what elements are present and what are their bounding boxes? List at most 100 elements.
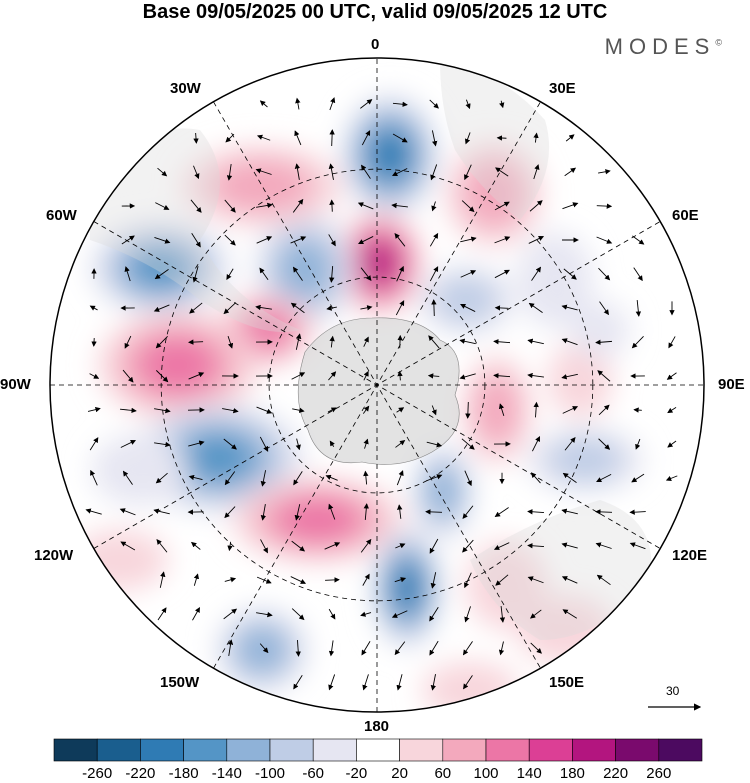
colorbar-tick-label: 20 (391, 765, 408, 782)
wind-vector (362, 573, 370, 586)
wind-vector (154, 441, 171, 448)
wind-vector (223, 302, 237, 315)
wind-vector (256, 576, 272, 584)
wind-vector (667, 406, 677, 414)
wind-vector (562, 472, 577, 483)
anomaly-contour-fill (279, 240, 331, 300)
wind-vector (599, 301, 609, 316)
anomaly-center (466, 541, 546, 629)
wind-vector (292, 198, 304, 213)
wind-vector (225, 133, 235, 143)
wind-vector (633, 407, 642, 413)
wind-vector (532, 436, 540, 452)
wind-vector (635, 438, 641, 450)
wind-vector (598, 267, 611, 281)
wind-vector (465, 401, 471, 419)
wind-vector (392, 133, 408, 143)
wind-vector (430, 674, 436, 691)
wind-vector (358, 236, 374, 244)
wind-vector (462, 539, 474, 553)
wind-vector (363, 438, 369, 449)
wind-vector (328, 640, 335, 657)
wind-vector (224, 471, 236, 486)
wind-vector (223, 608, 238, 620)
wind-vector (157, 167, 168, 177)
wind-vector (256, 134, 271, 141)
wind-vector (119, 407, 137, 414)
wind-vector (360, 305, 373, 311)
wind-vector (667, 440, 677, 448)
anomaly-center (373, 528, 441, 648)
wind-vector (256, 236, 273, 244)
wind-vector (193, 165, 200, 180)
wind-vector (222, 407, 239, 414)
wind-vector (256, 611, 273, 618)
wind-vector (295, 333, 302, 350)
wind-vector (494, 269, 510, 279)
wind-vector (462, 505, 474, 519)
anomaly-center (342, 95, 438, 215)
wind-vector (529, 609, 542, 619)
wind-vector (192, 266, 199, 283)
lon-label-30e: 30E (549, 80, 576, 97)
wind-vector (426, 474, 443, 482)
wind-vector (464, 470, 472, 487)
colorbar-tick-label: -180 (168, 765, 199, 782)
wind-vector (191, 233, 201, 248)
wind-vector (259, 643, 269, 654)
wind-vector (530, 472, 541, 484)
wind-vector (461, 438, 475, 450)
colorbar-segment (572, 738, 616, 762)
lon-label-150w: 150W (160, 674, 200, 691)
wind-vector (425, 509, 443, 515)
anomaly-contour-fill (425, 466, 461, 518)
wind-vector (529, 200, 543, 212)
wind-vector (357, 202, 374, 210)
lon-label-90w: 90W (0, 376, 31, 393)
colorbar-tick-label: -20 (345, 765, 368, 782)
wind-vector (122, 369, 134, 383)
wind-vector (463, 675, 473, 690)
wind-vector (493, 373, 511, 379)
anomaly-center (422, 662, 518, 712)
wind-vector (227, 335, 234, 349)
wind-vector (227, 541, 233, 552)
wind-vector (193, 573, 200, 586)
wind-vector (596, 236, 613, 244)
wind-vector (595, 339, 613, 345)
anomaly-contour-fill (72, 530, 168, 590)
wind-vector (159, 571, 166, 588)
wind-vector (363, 503, 370, 521)
wind-vector (429, 538, 439, 554)
wind-vector (120, 541, 136, 551)
wind-vector (561, 576, 578, 584)
wind-vector (89, 373, 100, 379)
wind-vector (224, 506, 236, 519)
wind-vector (190, 541, 201, 550)
wind-vector (598, 404, 610, 416)
wind-vector (360, 267, 372, 281)
meridian-line (213, 101, 541, 669)
wind-vector (360, 538, 372, 553)
wind-vector (498, 641, 505, 656)
colorbar-segment (528, 738, 573, 762)
wind-vector (155, 335, 168, 349)
wind-vector (429, 266, 439, 282)
wind-vector (155, 472, 168, 484)
wind-vector (528, 302, 543, 313)
wind-vector (224, 577, 237, 583)
wind-vector (665, 475, 678, 481)
colorbar-segment (183, 738, 228, 762)
wind-vector (119, 508, 136, 516)
wind-vector (259, 100, 268, 108)
colorbar-tick-label: 180 (559, 765, 585, 782)
australia-landmass (470, 500, 652, 640)
wind-vector (527, 509, 545, 515)
anomaly-contour-fill (139, 337, 217, 393)
wind-vector (291, 608, 305, 621)
wind-vector (192, 606, 200, 621)
anomaly-contour-fill (422, 662, 518, 712)
wind-vector (153, 304, 170, 312)
wind-vector (430, 572, 437, 589)
colorbar-segment (96, 738, 141, 762)
